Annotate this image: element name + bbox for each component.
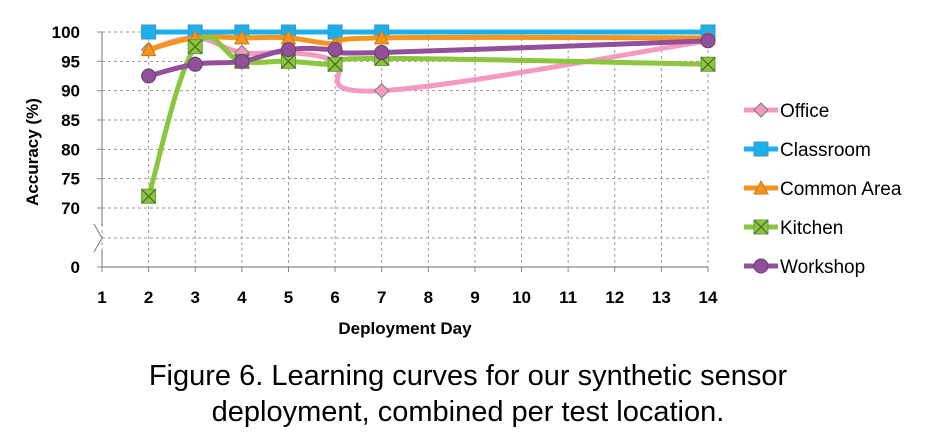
data-point xyxy=(373,29,390,45)
y-tick-label: 80 xyxy=(61,140,80,159)
legend-marker xyxy=(753,179,769,195)
legend-item-common-area: Common Area xyxy=(744,179,902,200)
legend-item-workshop: Workshop xyxy=(744,257,865,278)
y-tick-label: 100 xyxy=(52,23,80,42)
figure-caption-line-1: Figure 6. Learning curves for our synthe… xyxy=(148,360,788,392)
y-tick-label: 70 xyxy=(61,199,80,218)
data-point xyxy=(280,42,296,58)
series-workshop xyxy=(141,33,716,84)
marker-cross xyxy=(281,53,296,69)
x-tick-label: 9 xyxy=(470,288,479,307)
data-point xyxy=(234,53,250,69)
x-tick-label: 13 xyxy=(652,288,671,307)
data-point xyxy=(327,56,343,72)
x-tick-label: 10 xyxy=(512,288,531,307)
data-point xyxy=(141,188,157,204)
data-point xyxy=(374,45,390,61)
y-tick-label: 75 xyxy=(61,170,80,189)
legend-item-kitchen: Kitchen xyxy=(744,218,843,239)
series-group xyxy=(140,24,716,204)
y-axis-label: Accuracy (%) xyxy=(23,98,42,206)
x-axis-label: Deployment Day xyxy=(338,319,472,338)
y-tick-label: 95 xyxy=(61,52,80,71)
x-tick-label: 11 xyxy=(559,288,577,307)
legend-marker xyxy=(753,219,769,235)
x-tick-label: 6 xyxy=(330,288,339,307)
y-tick-label: 0 xyxy=(71,258,80,277)
legend: Office Classroom Common Area Kitchen Worksho… xyxy=(744,101,902,278)
legend-marker xyxy=(753,102,769,118)
data-point xyxy=(141,68,157,84)
x-tick-label: 3 xyxy=(190,288,199,307)
series-line xyxy=(146,38,711,79)
legend-label: Office xyxy=(780,101,829,122)
marker-cross xyxy=(141,188,157,204)
legend-marker xyxy=(753,258,769,274)
x-tick-label: 12 xyxy=(605,288,624,307)
legend-label: Kitchen xyxy=(780,218,843,239)
legend-item-office: Office xyxy=(744,101,829,122)
x-tick-label: 5 xyxy=(284,288,293,307)
legend-label: Common Area xyxy=(780,179,902,200)
y-tick-label: 90 xyxy=(61,82,80,101)
data-point xyxy=(234,29,250,45)
marker-cross xyxy=(187,39,203,55)
figure-caption-line-2: deployment, combined per test location. xyxy=(211,396,725,428)
marker-cross xyxy=(327,56,343,72)
legend-label: Classroom xyxy=(780,140,871,161)
data-point xyxy=(700,56,716,72)
legend-item-classroom: Classroom xyxy=(744,140,871,161)
data-point xyxy=(187,56,203,72)
legend-marker xyxy=(753,141,769,157)
x-tick-label: 14 xyxy=(699,288,718,307)
x-tick-label: 1 xyxy=(97,288,106,307)
x-tick-label: 7 xyxy=(377,288,386,307)
marker-cross xyxy=(700,56,716,72)
data-point xyxy=(187,39,203,55)
data-point xyxy=(141,24,157,40)
x-tick-label: 4 xyxy=(237,288,247,307)
axis-break-mark xyxy=(93,223,103,253)
x-tick-label: 2 xyxy=(144,288,153,307)
data-point xyxy=(700,33,716,49)
data-point xyxy=(327,42,343,58)
x-tick-label: 8 xyxy=(424,288,433,307)
legend-label: Workshop xyxy=(780,257,865,278)
data-point xyxy=(140,41,157,57)
data-point xyxy=(373,82,390,99)
y-tick-label: 85 xyxy=(61,111,80,130)
marker-cross xyxy=(753,219,769,235)
